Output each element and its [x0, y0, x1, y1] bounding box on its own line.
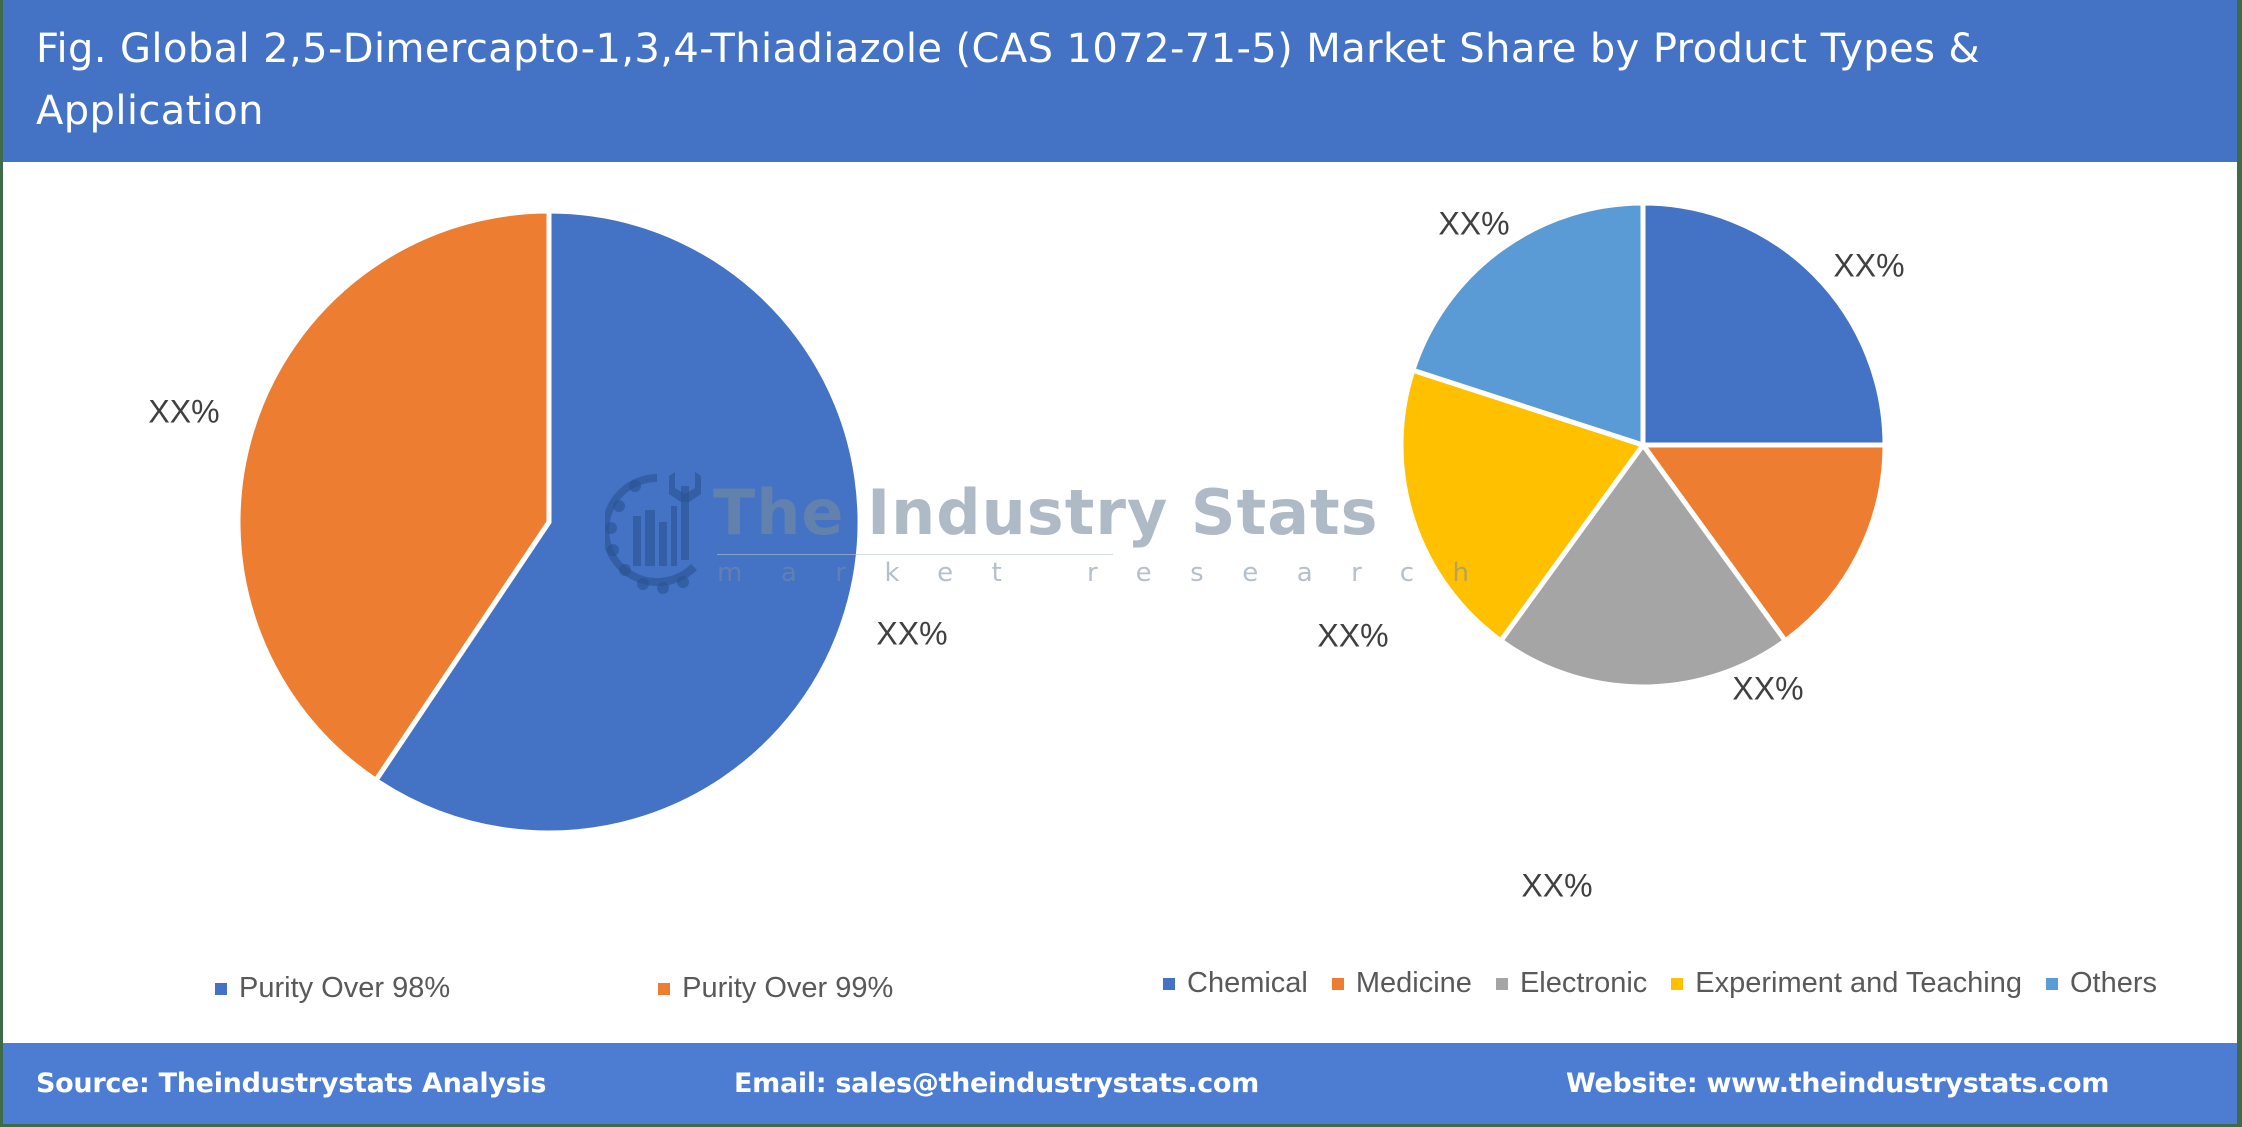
footer-email: Email: sales@theindustrystats.com [734, 1068, 1260, 1099]
legend-item-others: Others [2046, 967, 2157, 1000]
legend-item-electronic: Electronic [1495, 967, 1648, 1000]
legend-swatch-orange-icon [1331, 977, 1344, 990]
pie-chart-product-types [235, 208, 863, 836]
data-label-experiment-teaching: XX% [1317, 617, 1389, 654]
pie-chart-application [1398, 200, 1888, 690]
legend-label: Purity Over 98% [239, 972, 451, 1004]
footer-source: Source: Theindustrystats Analysis [36, 1068, 547, 1099]
legend-label: Chemical [1187, 967, 1308, 999]
data-label-chemical: XX% [1833, 247, 1905, 284]
figure-footer: Source: Theindustrystats Analysis Email:… [3, 1043, 2237, 1124]
legend-swatch-light-blue-icon [2046, 977, 2058, 990]
legend-label: Others [2070, 967, 2158, 999]
data-label-electronic: XX% [1521, 867, 1593, 904]
legend-product-types: Purity Over 98% Purity Over 99% [215, 972, 893, 1005]
pie-slice-experiment-and-teaching [1398, 367, 1646, 644]
legend-swatch-orange-icon [658, 982, 671, 995]
footer-website: Website: www.theindustrystats.com [1566, 1068, 2110, 1099]
data-label-medicine: XX% [1732, 670, 1804, 707]
figure-header: Fig. Global 2,5-Dimercapto-1,3,4-Thiadia… [3, 0, 2237, 162]
pie-slice-electronic [1498, 442, 1788, 690]
data-label-purity-99: XX% [148, 393, 220, 430]
data-label-purity-98: XX% [876, 615, 948, 652]
legend-item-purity-99: Purity Over 99% [658, 972, 893, 1005]
legend-item-medicine: Medicine [1331, 967, 1472, 1000]
data-label-others: XX% [1438, 205, 1510, 242]
pie-slice-purity-over-99- [235, 208, 552, 783]
legend-label: Medicine [1355, 967, 1472, 999]
pie-slice-medicine [1640, 442, 1888, 644]
pie-slice-others [1410, 200, 1646, 448]
legend-label: Purity Over 99% [682, 972, 894, 1004]
figure-title: Fig. Global 2,5-Dimercapto-1,3,4-Thiadia… [36, 26, 1981, 134]
pie-slice-chemical [1640, 200, 1888, 448]
legend-swatch-blue-icon [215, 982, 227, 995]
legend-swatch-yellow-icon [1671, 977, 1684, 990]
legend-item-purity-98: Purity Over 98% [215, 972, 450, 1005]
legend-application: Chemical Medicine Electronic Experiment … [1163, 967, 2157, 1000]
figure-frame: Fig. Global 2,5-Dimercapto-1,3,4-Thiadia… [3, 0, 2237, 1124]
legend-label: Electronic [1519, 967, 1648, 999]
legend-item-experiment-teaching: Experiment and Teaching [1671, 967, 2022, 1000]
pie-charts [235, 200, 1888, 836]
legend-swatch-blue-icon [1163, 977, 1175, 990]
legend-label: Experiment and Teaching [1695, 967, 2022, 999]
legend-swatch-gray-icon [1495, 977, 1508, 990]
legend-item-chemical: Chemical [1163, 967, 1308, 1000]
